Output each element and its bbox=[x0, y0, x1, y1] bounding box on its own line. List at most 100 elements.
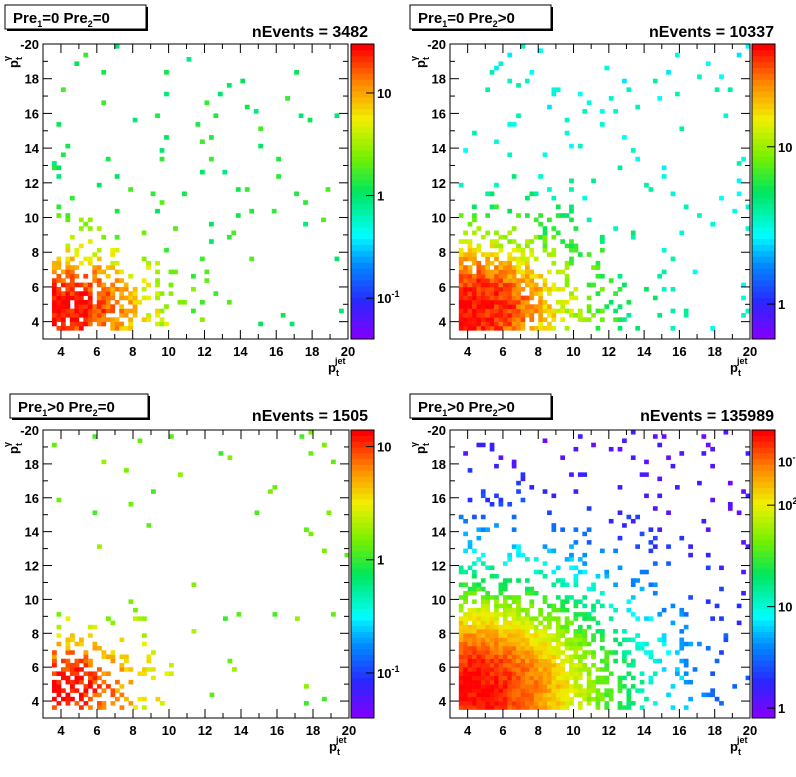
heatmap-cell bbox=[52, 650, 57, 655]
heatmap-cell bbox=[516, 256, 521, 262]
heatmap-cell bbox=[502, 675, 508, 681]
color-bar-segment bbox=[351, 191, 374, 198]
heatmap-cell bbox=[679, 641, 685, 647]
heatmap-cell bbox=[83, 282, 89, 288]
heatmap-cell bbox=[159, 156, 165, 162]
heatmap-cell bbox=[511, 291, 517, 296]
color-bar-segment bbox=[752, 533, 775, 540]
heatmap-cell bbox=[582, 662, 588, 668]
heatmap-cell bbox=[525, 269, 530, 275]
heatmap-cell bbox=[538, 696, 543, 702]
heatmap-cell bbox=[88, 679, 93, 685]
color-bar-segment bbox=[752, 487, 775, 494]
heatmap-cell bbox=[494, 278, 499, 283]
heatmap-cell bbox=[529, 295, 535, 301]
color-bar-segment bbox=[752, 162, 775, 169]
color-bar-segment bbox=[351, 493, 374, 500]
heatmap-cell bbox=[502, 321, 508, 327]
heatmap-cell bbox=[322, 696, 327, 702]
color-bar-segment bbox=[752, 114, 775, 122]
heatmap-cell bbox=[586, 671, 592, 676]
heatmap-cell bbox=[657, 658, 663, 664]
heatmap-cell bbox=[96, 226, 102, 231]
heatmap-cell bbox=[485, 671, 490, 676]
color-bar-segment bbox=[752, 97, 775, 104]
heatmap-cell bbox=[480, 273, 486, 279]
heatmap-cell bbox=[463, 675, 468, 681]
heatmap-cell bbox=[128, 299, 134, 305]
heatmap-cell bbox=[617, 485, 623, 490]
heatmap-cell bbox=[520, 629, 526, 634]
color-bar-segment bbox=[752, 327, 775, 334]
heatmap-cell bbox=[560, 286, 565, 292]
heatmap-cell bbox=[577, 637, 583, 643]
heatmap-cell bbox=[547, 312, 552, 318]
heatmap-cell bbox=[577, 646, 583, 651]
color-bar-segment bbox=[752, 539, 775, 546]
heatmap-cell bbox=[96, 295, 102, 301]
heatmap-cell bbox=[569, 204, 574, 210]
heatmap-cell bbox=[600, 637, 605, 643]
heatmap-cell bbox=[61, 675, 66, 681]
heatmap-cell bbox=[489, 696, 495, 702]
heatmap-cell bbox=[458, 684, 464, 689]
heatmap-cell bbox=[516, 247, 521, 253]
color-bar-segment bbox=[351, 238, 374, 245]
heatmap-cell bbox=[573, 650, 579, 655]
heatmap-cell bbox=[110, 658, 116, 664]
heatmap-cell bbox=[644, 472, 649, 477]
heatmap-cell bbox=[467, 586, 473, 592]
heatmap-cell bbox=[520, 654, 526, 660]
heatmap-cell bbox=[105, 273, 111, 279]
heatmap-cell bbox=[485, 662, 490, 668]
heatmap-cell bbox=[600, 679, 605, 685]
heatmap-cell bbox=[705, 646, 711, 651]
heatmap-cell bbox=[635, 325, 640, 331]
heatmap-cell bbox=[83, 688, 89, 693]
heatmap-cell bbox=[83, 662, 89, 668]
color-bar-segment bbox=[351, 327, 374, 334]
heatmap-cell bbox=[516, 278, 521, 283]
heatmap-cell bbox=[164, 70, 169, 75]
heatmap-cell bbox=[542, 696, 548, 702]
heatmap-cell bbox=[714, 603, 720, 609]
heatmap-cell bbox=[538, 325, 543, 331]
heatmap-cell bbox=[119, 684, 125, 689]
color-bar-segment bbox=[351, 625, 374, 632]
heatmap-cell bbox=[244, 104, 250, 110]
heatmap-cell bbox=[101, 705, 107, 710]
heatmap-cell bbox=[635, 544, 640, 549]
heatmap-cell bbox=[494, 620, 499, 626]
heatmap-cell bbox=[679, 612, 685, 617]
panel-title-box: Pre1=0 Pre2=0 bbox=[4, 4, 148, 31]
heatmap-cell bbox=[586, 586, 592, 592]
y-tick-label: 6 bbox=[32, 280, 39, 295]
heatmap-cell bbox=[485, 650, 490, 655]
heatmap-cell bbox=[502, 671, 508, 676]
heatmap-cell bbox=[494, 633, 499, 638]
heatmap-cell bbox=[476, 557, 482, 562]
heatmap-cell bbox=[604, 701, 610, 706]
heatmap-cell bbox=[472, 641, 477, 647]
heatmap-cell bbox=[56, 295, 62, 301]
heatmap-cell bbox=[119, 295, 125, 301]
heatmap-cell bbox=[485, 595, 490, 600]
heatmap-cell bbox=[87, 239, 93, 244]
heatmap-cell bbox=[476, 527, 482, 532]
heatmap-cell bbox=[494, 265, 499, 270]
heatmap-cell bbox=[476, 442, 482, 448]
heatmap-cell bbox=[577, 434, 583, 439]
heatmap-cell bbox=[666, 561, 671, 566]
heatmap-cell bbox=[520, 325, 526, 331]
heatmap-cell bbox=[555, 692, 561, 698]
heatmap-cell bbox=[617, 317, 623, 322]
heatmap-cell bbox=[533, 256, 539, 262]
heatmap-cell bbox=[525, 590, 530, 596]
heatmap-cell bbox=[489, 688, 495, 693]
heatmap-cell bbox=[560, 696, 565, 702]
heatmap-cell bbox=[710, 671, 715, 676]
heatmap-cell bbox=[697, 480, 702, 486]
heatmap-cell bbox=[326, 510, 332, 516]
